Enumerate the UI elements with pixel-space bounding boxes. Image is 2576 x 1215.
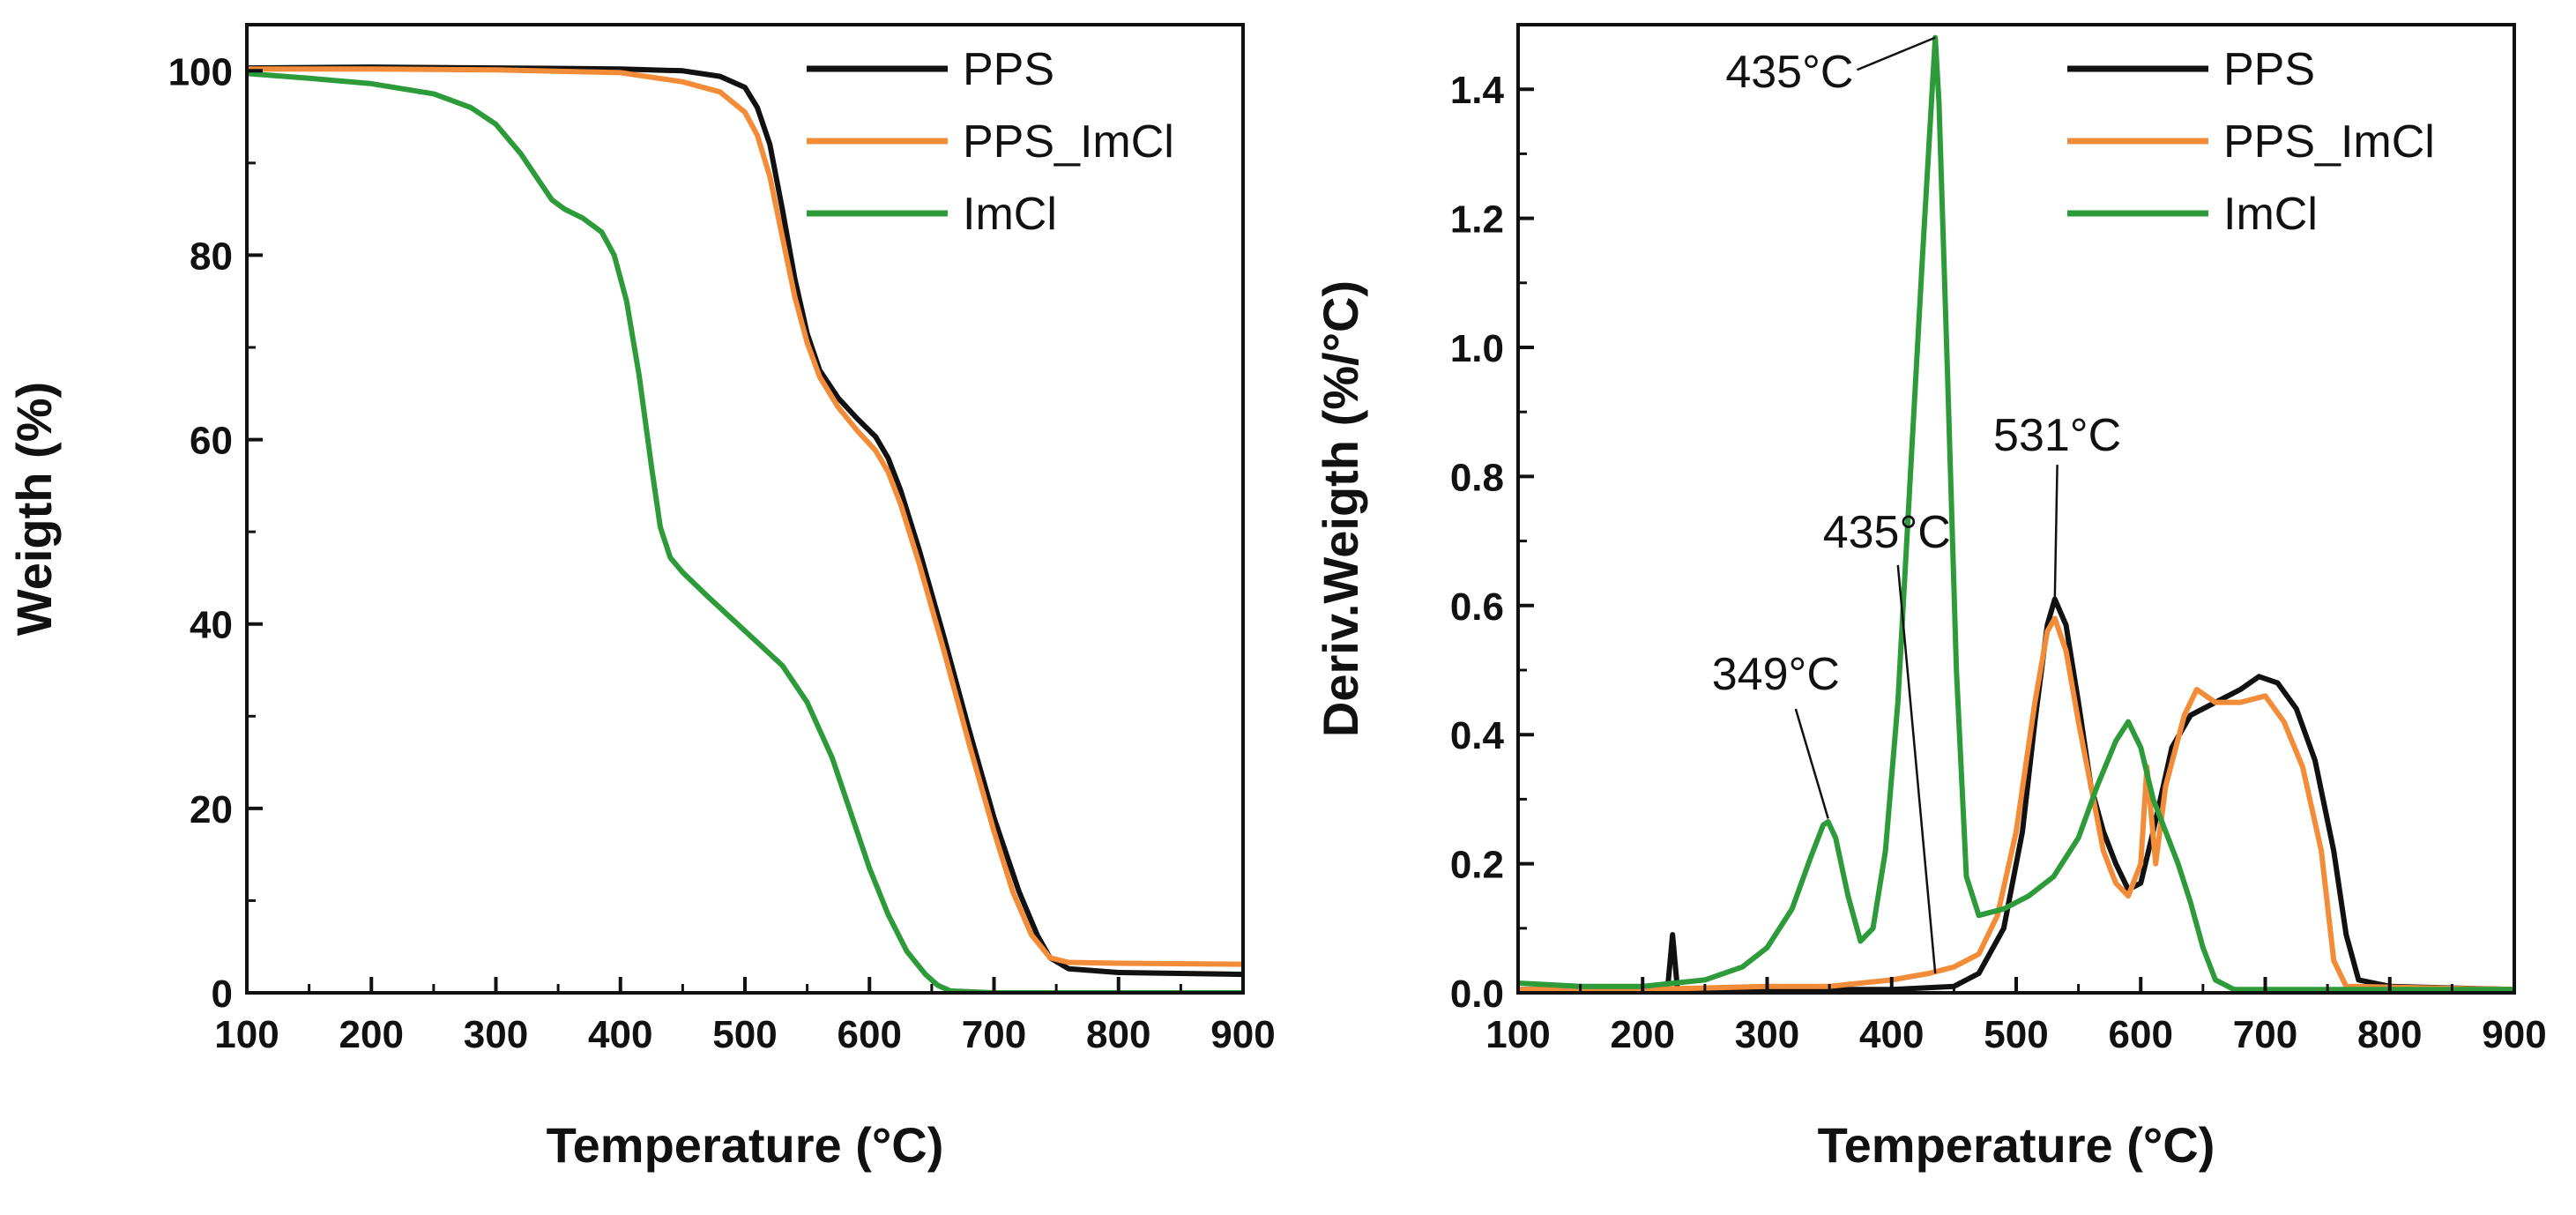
plot-frame <box>245 23 1245 995</box>
legend: PPS PPS_ImCl ImCl <box>2067 44 2435 240</box>
annotation-leader-line <box>1856 36 1936 71</box>
plot-frame <box>1516 23 2516 995</box>
series-line-imcl <box>247 71 1243 993</box>
y-tick-label: 1.2 <box>1450 198 1504 242</box>
y-tick-label: 60 <box>190 420 233 463</box>
y-tick-label: 0.6 <box>1450 585 1504 629</box>
annotation-label: 531°C <box>1993 410 2121 461</box>
y-tick-label: 0.0 <box>1450 973 1504 1016</box>
x-tick-label: 500 <box>712 1013 777 1056</box>
legend-label: ImCl <box>2223 189 2318 240</box>
y-tick-label: 0 <box>212 973 233 1016</box>
legend-label: PPS <box>2223 44 2315 95</box>
legend-label: PPS_ImCl <box>2223 116 2435 168</box>
legend-label: PPS_ImCl <box>963 116 1174 168</box>
x-tick-label: 300 <box>1735 1013 1799 1056</box>
series-line-imcl <box>1518 34 2514 993</box>
x-tick-label: 700 <box>2233 1013 2297 1056</box>
series-line-pps <box>1518 596 2514 993</box>
chart-1: 100 200 300 400 500 600 700 800 900 0 20 40 60 80 100 T… <box>6 23 1276 1173</box>
x-tick-label: 100 <box>214 1013 279 1056</box>
legend-label: PPS <box>963 44 1054 95</box>
y-tick-label: 80 <box>190 235 233 278</box>
x-tick-label: 900 <box>2482 1013 2546 1056</box>
series-line-pps <box>247 64 1243 978</box>
x-tick-label: 500 <box>1984 1013 2048 1056</box>
x-tick-label: 800 <box>2357 1013 2422 1056</box>
x-axis-label: Temperature (°C) <box>1818 1117 2215 1173</box>
x-tick-label: 700 <box>962 1013 1026 1056</box>
annotation-leader-line <box>1794 708 1829 819</box>
y-tick-label: 0.2 <box>1450 844 1504 887</box>
y-tick-label: 20 <box>190 788 233 831</box>
y-tick-label: 100 <box>168 50 233 93</box>
x-axis-label: Temperature (°C) <box>547 1117 944 1173</box>
legend: PPS PPS_ImCl ImCl <box>807 44 1174 240</box>
series-line-pps-imcl <box>247 66 1243 967</box>
x-tick-label: 300 <box>464 1013 528 1056</box>
annotation-label: 435°C <box>1823 507 1951 558</box>
annotation-leader-line <box>1896 564 1937 974</box>
x-tick-label: 200 <box>339 1013 404 1056</box>
x-tick-label: 200 <box>1611 1013 1675 1056</box>
y-axis-label: Weigth (%) <box>6 382 62 636</box>
y-axis-label: Deriv.Weigth (%/°C) <box>1313 280 1368 737</box>
chart-2: 100 200 300 400 500 600 700 800 900 0.0 0.2 0.4 0.6 0… <box>1313 23 2547 1173</box>
x-tick-label: 400 <box>1859 1013 1924 1056</box>
series-line-pps-imcl <box>1518 615 2514 993</box>
x-tick-label: 100 <box>1485 1013 1550 1056</box>
legend-label: ImCl <box>963 189 1057 240</box>
y-tick-label: 0.8 <box>1450 456 1504 499</box>
y-tick-label: 1.0 <box>1450 327 1504 370</box>
x-tick-label: 800 <box>1086 1013 1150 1056</box>
y-tick-label: 40 <box>190 604 233 647</box>
annotation-label: 435°C <box>1725 47 1853 98</box>
series-group <box>247 64 1243 993</box>
x-tick-label: 600 <box>2109 1013 2173 1056</box>
y-tick-label: 0.4 <box>1450 714 1505 757</box>
annotation-leader-line <box>2053 465 2059 600</box>
x-tick-label: 600 <box>838 1013 902 1056</box>
annotation-label: 349°C <box>1712 649 1840 700</box>
series-group <box>1518 34 2514 993</box>
x-tick-label: 400 <box>588 1013 652 1056</box>
y-tick-label: 1.4 <box>1450 69 1505 112</box>
x-tick-label: 900 <box>1210 1013 1275 1056</box>
